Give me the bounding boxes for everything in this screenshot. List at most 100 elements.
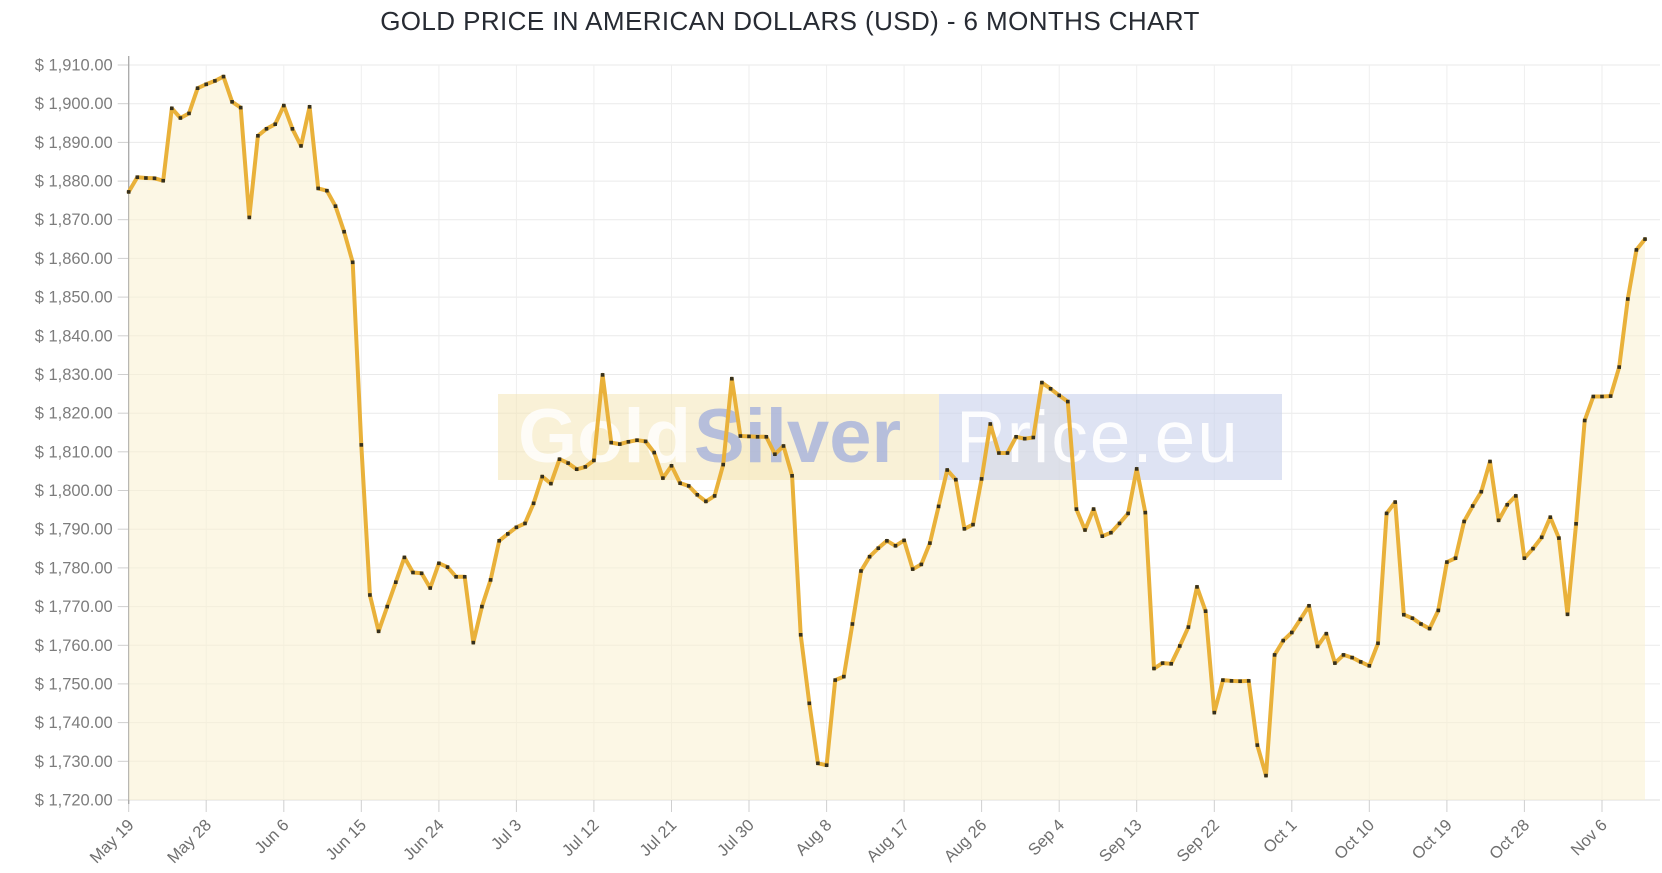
data-point bbox=[307, 105, 312, 109]
data-point bbox=[1307, 604, 1311, 608]
data-point bbox=[437, 561, 441, 566]
data-point bbox=[394, 580, 398, 584]
data-point bbox=[540, 474, 544, 479]
data-point bbox=[592, 458, 596, 463]
data-point bbox=[1333, 661, 1337, 665]
data-point bbox=[316, 186, 320, 191]
x-tick-label: Aug 8 bbox=[792, 816, 835, 859]
x-tick-label: May 19 bbox=[87, 816, 138, 867]
x-tick-label: Oct 28 bbox=[1486, 816, 1533, 863]
data-point bbox=[1436, 608, 1441, 613]
data-point bbox=[152, 176, 157, 181]
y-tick-label: $ 1,760.00 bbox=[35, 637, 113, 655]
data-point bbox=[1246, 679, 1251, 683]
data-point bbox=[178, 116, 183, 120]
data-point bbox=[833, 678, 837, 682]
data-point bbox=[1134, 467, 1139, 471]
data-point bbox=[1221, 678, 1225, 682]
data-point bbox=[721, 462, 725, 467]
data-point bbox=[600, 373, 605, 377]
data-point bbox=[1341, 653, 1346, 657]
data-point bbox=[626, 440, 631, 444]
data-point bbox=[747, 434, 751, 439]
x-tick-label: Jul 30 bbox=[714, 816, 758, 860]
data-point bbox=[730, 376, 734, 381]
data-point bbox=[704, 499, 708, 504]
x-tick-label: Jul 12 bbox=[559, 816, 603, 860]
data-point bbox=[1255, 743, 1260, 747]
x-tick-label: Sep 13 bbox=[1096, 816, 1146, 866]
data-point bbox=[971, 522, 975, 527]
data-point bbox=[1539, 535, 1544, 540]
data-point bbox=[1582, 418, 1587, 423]
data-point bbox=[919, 562, 924, 567]
x-tick-label: Oct 19 bbox=[1409, 816, 1456, 863]
data-point bbox=[1531, 546, 1535, 551]
data-point bbox=[213, 79, 217, 83]
data-point bbox=[807, 701, 812, 706]
data-point bbox=[1419, 622, 1423, 626]
data-point bbox=[893, 544, 898, 548]
data-point bbox=[445, 565, 450, 569]
data-point bbox=[1212, 710, 1217, 715]
y-tick-label: $ 1,800.00 bbox=[35, 482, 113, 500]
data-point bbox=[910, 567, 915, 571]
y-tick-label: $ 1,810.00 bbox=[35, 443, 113, 461]
watermark-gold-text: Gold bbox=[518, 394, 691, 479]
data-point bbox=[1315, 644, 1320, 649]
x-tick-label: Jun 15 bbox=[322, 816, 370, 864]
y-tick-label: $ 1,720.00 bbox=[35, 792, 113, 810]
y-tick-label: $ 1,820.00 bbox=[35, 405, 113, 423]
data-point bbox=[1410, 616, 1415, 620]
data-point bbox=[1290, 630, 1294, 635]
data-point bbox=[790, 474, 794, 478]
data-point bbox=[954, 477, 958, 482]
x-tick-label: Sep 22 bbox=[1173, 816, 1223, 866]
data-point bbox=[256, 134, 260, 138]
data-point bbox=[781, 444, 786, 448]
y-tick-label: $ 1,860.00 bbox=[35, 250, 113, 268]
data-point bbox=[764, 435, 769, 439]
data-point bbox=[1514, 494, 1518, 498]
y-tick-label: $ 1,730.00 bbox=[35, 753, 113, 771]
data-point bbox=[867, 554, 872, 559]
y-tick-label: $ 1,880.00 bbox=[35, 173, 113, 191]
data-point bbox=[1126, 511, 1130, 516]
x-tick-label: Oct 10 bbox=[1331, 816, 1378, 863]
data-point bbox=[1522, 556, 1527, 560]
data-point bbox=[187, 111, 191, 116]
data-point bbox=[161, 178, 165, 183]
y-tick-label: $ 1,900.00 bbox=[35, 95, 113, 113]
data-point bbox=[238, 105, 243, 110]
data-point bbox=[686, 484, 691, 488]
data-point bbox=[669, 464, 674, 468]
y-tick-label: $ 1,750.00 bbox=[35, 675, 113, 693]
y-tick-label: $ 1,780.00 bbox=[35, 559, 113, 577]
data-point bbox=[170, 106, 174, 111]
data-point bbox=[1040, 380, 1044, 385]
data-point bbox=[1453, 556, 1458, 560]
data-point bbox=[1195, 585, 1199, 589]
data-point bbox=[1186, 625, 1191, 629]
x-tick-label: Nov 6 bbox=[1568, 816, 1611, 859]
data-point bbox=[462, 575, 467, 579]
data-point bbox=[368, 593, 372, 597]
x-tick-label: May 28 bbox=[164, 816, 215, 867]
data-point bbox=[1367, 664, 1372, 668]
data-point bbox=[1281, 638, 1285, 643]
data-point bbox=[1565, 612, 1570, 617]
chart-title: GOLD PRICE IN AMERICAN DOLLARS (USD) - 6… bbox=[380, 6, 1200, 36]
x-tick-label: Sep 4 bbox=[1025, 816, 1068, 859]
data-point bbox=[247, 215, 252, 220]
data-point bbox=[1117, 521, 1122, 526]
data-point bbox=[1100, 534, 1105, 538]
data-point bbox=[1600, 394, 1604, 399]
data-point bbox=[1427, 626, 1432, 631]
data-point bbox=[282, 103, 286, 108]
y-tick-label: $ 1,740.00 bbox=[35, 714, 113, 732]
data-point bbox=[1324, 631, 1329, 636]
data-point bbox=[1402, 612, 1406, 617]
data-point bbox=[1229, 679, 1234, 683]
data-point bbox=[816, 761, 820, 766]
